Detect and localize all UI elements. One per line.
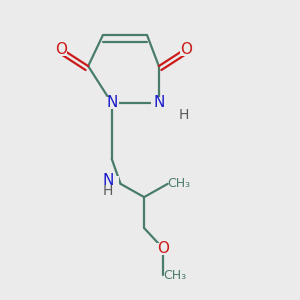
Text: O: O xyxy=(55,42,67,57)
Text: CH₃: CH₃ xyxy=(167,177,190,190)
Text: N: N xyxy=(106,95,117,110)
Text: H: H xyxy=(179,108,189,122)
Text: N: N xyxy=(153,95,164,110)
Bar xyxy=(156,243,171,254)
Bar xyxy=(104,97,119,109)
Text: N: N xyxy=(103,173,114,188)
Bar xyxy=(152,97,166,109)
Bar xyxy=(54,44,68,56)
Text: H: H xyxy=(103,184,113,198)
Bar xyxy=(104,176,119,192)
Text: CH₃: CH₃ xyxy=(163,268,186,282)
Text: O: O xyxy=(157,241,169,256)
Bar xyxy=(180,44,193,56)
Text: O: O xyxy=(180,42,192,57)
